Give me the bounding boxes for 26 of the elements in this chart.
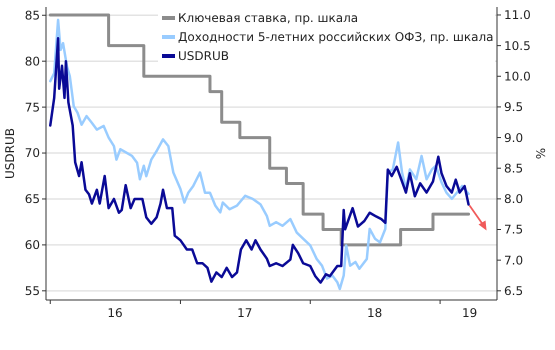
y2-tick-label: 7.5 [504, 222, 524, 237]
y-tick-label: 60 [24, 238, 40, 252]
y2-tick-label: 9.5 [504, 100, 524, 114]
legend-label: Доходности 5-летних российских ОФЗ, пр. шкала [178, 30, 494, 44]
y-tick-label: 75 [24, 100, 40, 114]
x-tick-label: 19 [462, 306, 478, 320]
y2-tick-label: 6.5 [504, 284, 524, 298]
y2-tick-label: 8.5 [504, 161, 524, 176]
x-tick-label: 16 [107, 306, 123, 320]
y-tick-label: 70 [24, 146, 40, 160]
y2-tick-label: 11.0 [504, 8, 531, 22]
y2-tick-label: 9.0 [504, 130, 524, 145]
y2-tick-label: 8.0 [504, 192, 524, 206]
legend-label: USDRUB [178, 49, 229, 64]
x-tick-label: 18 [367, 306, 382, 320]
y-tick-label: 55 [24, 284, 40, 298]
y2-tick-label: 10.5 [504, 38, 531, 53]
y2-axis-title: % [534, 148, 548, 160]
legend-label: Ключевая ставка, пр. шкала [178, 11, 358, 26]
y-tick-label: 80 [24, 54, 40, 68]
y-tick-label: 65 [24, 192, 40, 206]
y-tick-label: 85 [24, 8, 40, 22]
y-axis-title: USDRUB [3, 128, 17, 179]
y2-tick-label: 7.0 [504, 253, 524, 268]
x-tick-label: 17 [237, 306, 252, 320]
y2-tick-label: 10.0 [504, 69, 531, 84]
